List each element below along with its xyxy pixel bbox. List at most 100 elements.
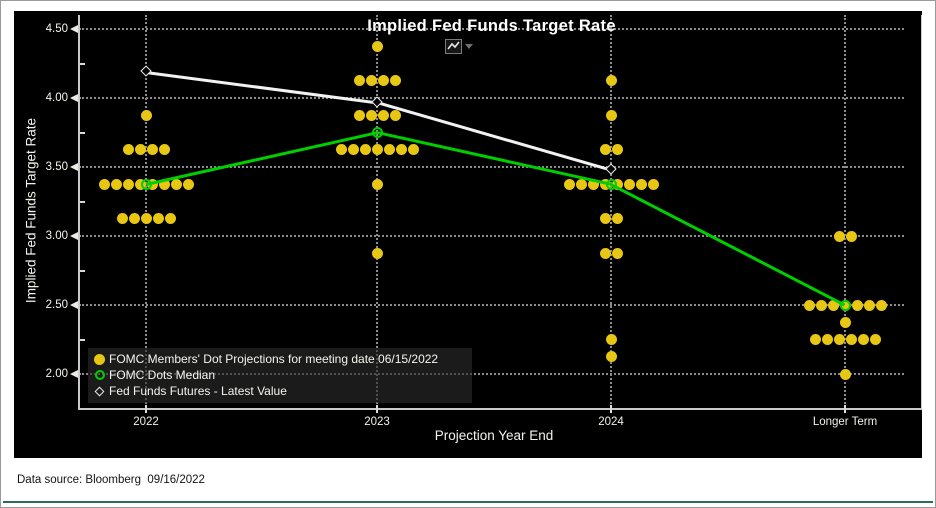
fomc-dot [611, 144, 623, 156]
y-tick-arrow [70, 25, 78, 33]
fomc-dot [353, 75, 365, 87]
y-minor-tick [80, 338, 85, 341]
chart-options-button[interactable] [445, 37, 479, 55]
fomc-dot [128, 213, 140, 225]
grid-line-vertical [145, 15, 147, 408]
y-tick-label: 4.00 [45, 92, 68, 104]
chevron-down-icon[interactable] [465, 43, 473, 49]
fomc-dot [152, 213, 164, 225]
x-axis-label: Projection Year End [434, 428, 554, 443]
fomc-dot [371, 40, 383, 52]
fomc-dot [170, 178, 182, 190]
median-marker-ring [371, 127, 383, 138]
fomc-dot [389, 109, 401, 121]
y-tick-arrow [70, 94, 78, 102]
fomc-dot [599, 247, 611, 259]
fomc-dot [635, 178, 647, 190]
fomc-dot [605, 334, 617, 345]
median-marker-ring [605, 178, 617, 190]
grid-line-horizontal [79, 235, 904, 237]
fomc-dot [815, 299, 827, 311]
y-tick-label: 2.00 [45, 368, 68, 380]
fomc-dot [575, 178, 587, 190]
y-tick-arrow [70, 301, 78, 309]
legend-item-dots-median[interactable]: FOMC Dots Median [92, 367, 468, 383]
fomc-dot [158, 178, 170, 190]
fomc-dot [875, 299, 887, 311]
x-tick-label: 2022 [133, 416, 159, 428]
y-axis-label: Implied Fed Funds Target Rate [23, 117, 39, 304]
median-swatch-icon [92, 370, 107, 380]
legend-item-dot-projections[interactable]: FOMC Members' Dot Projections for meetin… [92, 351, 468, 367]
y-minor-tick [80, 269, 85, 272]
fomc-dot [845, 334, 857, 345]
x-axis-line [78, 408, 922, 410]
fomc-dot [158, 144, 170, 156]
fomc-dot [359, 144, 371, 156]
plot-area: 4.50 4.00 3.50 3.00 2.50 2.00 2022 2023 2024 Long… [14, 11, 922, 458]
grid-line-vertical [376, 15, 378, 408]
data-source-note: Data source: Bloomberg 09/16/2022 [17, 474, 205, 486]
x-tick [376, 405, 378, 413]
chart-panel: Implied Fed Funds Target Rate 4.50 4.00 3.… [14, 11, 922, 458]
x-tick [610, 405, 612, 413]
fomc-dot [833, 334, 845, 345]
fomc-dot [611, 213, 623, 225]
y-tick-arrow [70, 232, 78, 240]
grid-line-horizontal [79, 97, 904, 99]
futures-marker-diamond [139, 65, 152, 77]
fomc-dot [839, 316, 851, 328]
fomc-dot [851, 299, 863, 311]
fomc-dot [809, 334, 821, 345]
grid-line-horizontal [79, 28, 904, 30]
grid-line-horizontal [79, 166, 904, 168]
fomc-dot [182, 178, 194, 190]
y-tick-arrow [70, 370, 78, 378]
line-chart-icon[interactable] [445, 38, 462, 54]
fomc-dot [377, 75, 389, 87]
fomc-dot [122, 178, 134, 190]
fomc-dot [383, 144, 395, 156]
fomc-dot [371, 247, 383, 259]
chart-title: Implied Fed Funds Target Rate [367, 17, 616, 35]
y-tick-label: 3.00 [45, 230, 68, 242]
fomc-dot [365, 75, 377, 87]
fomc-dot [347, 144, 359, 156]
dot-swatch-icon [92, 353, 107, 365]
fomc-dot [140, 109, 152, 121]
fomc-dot [377, 109, 389, 121]
fomc-dot [407, 144, 419, 156]
y-minor-tick [80, 131, 85, 134]
fomc-dot [335, 144, 347, 156]
x-tick-label: 2023 [364, 416, 390, 428]
futures-line-segment [376, 100, 612, 171]
grid-line-vertical [610, 15, 612, 408]
fomc-dot [611, 247, 623, 259]
legend-item-futures[interactable]: Fed Funds Futures - Latest Value [92, 383, 468, 399]
fomc-dot [395, 144, 407, 156]
fomc-dot [605, 75, 617, 87]
fomc-dot [134, 178, 146, 190]
fomc-dot [353, 109, 365, 121]
median-line-segment [610, 183, 846, 307]
fomc-dot [98, 178, 110, 190]
futures-swatch-icon [92, 386, 107, 396]
fomc-dot [599, 178, 611, 190]
x-tick-label: Longer Term [812, 416, 878, 428]
fomc-dot [845, 230, 857, 242]
grid-line-horizontal [79, 304, 904, 306]
fomc-dot [110, 178, 122, 190]
fomc-dot [134, 144, 146, 156]
fomc-dot [164, 213, 176, 225]
bottom-divider [3, 501, 933, 503]
fomc-dot [605, 109, 617, 121]
fomc-dot [827, 299, 839, 311]
fomc-dot [869, 334, 881, 345]
legend-label: FOMC Members' Dot Projections for meetin… [109, 352, 439, 366]
grid-line-vertical [844, 15, 846, 408]
fomc-dot [389, 75, 401, 87]
fomc-dot [839, 368, 851, 380]
median-line-segment [145, 131, 378, 186]
legend-label: FOMC Dots Median [109, 368, 216, 382]
